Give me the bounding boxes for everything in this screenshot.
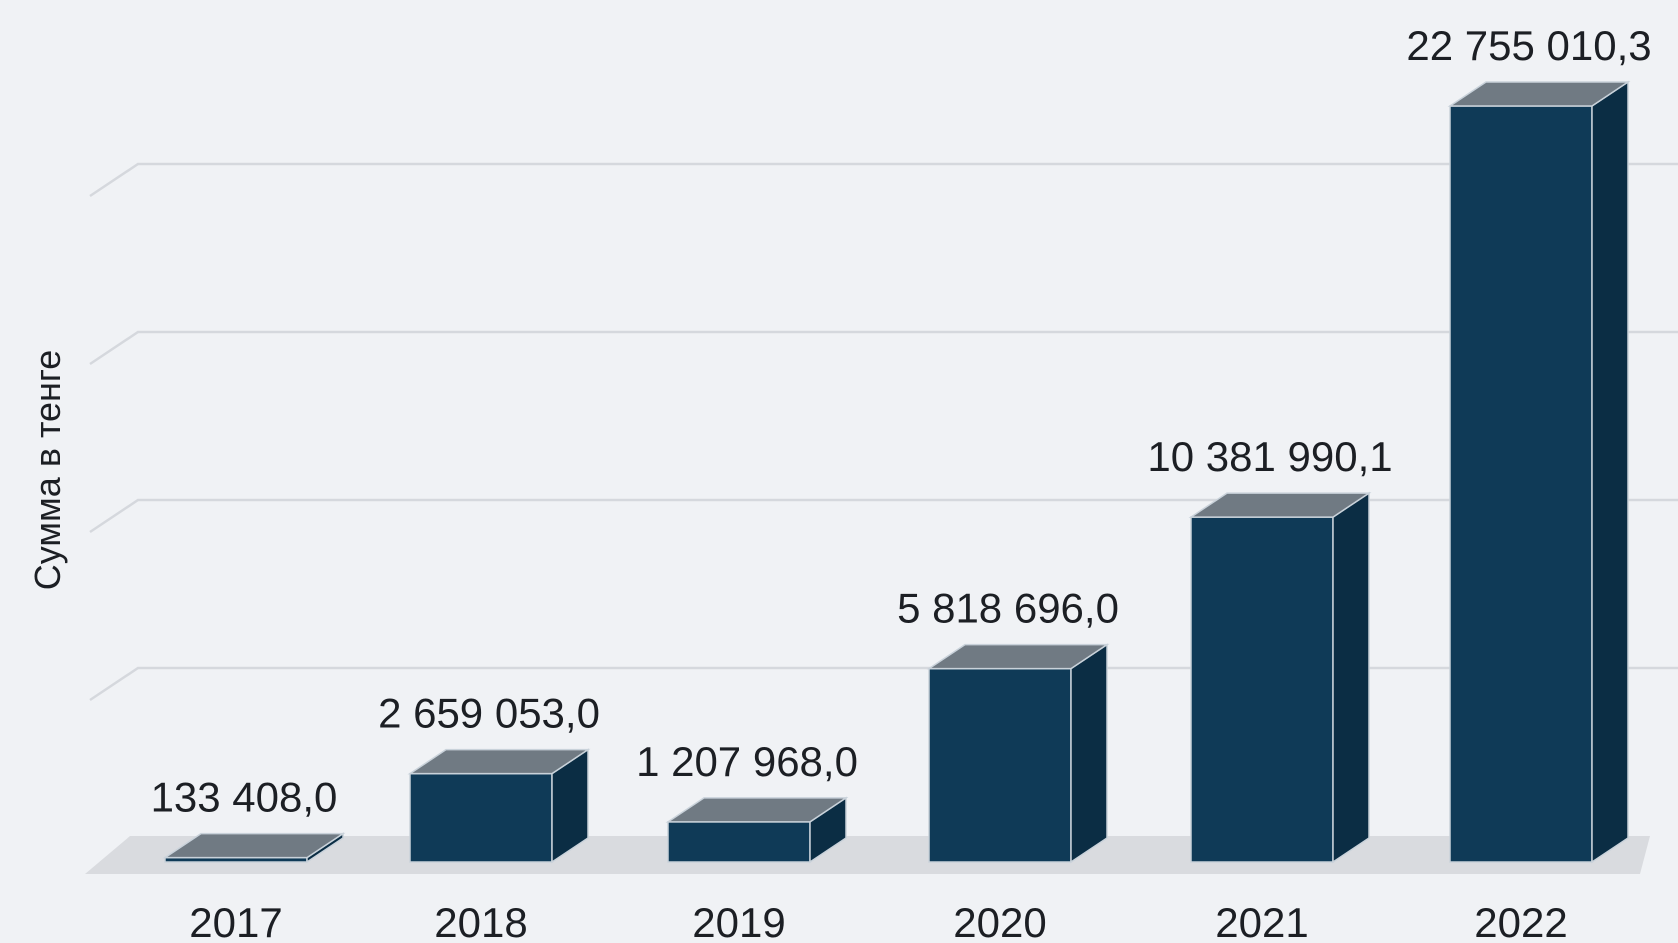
x-tick-label: 2022: [1474, 899, 1567, 943]
x-tick-label: 2019: [692, 899, 785, 943]
bar-top: [1447, 81, 1631, 107]
bar-front: [1190, 516, 1334, 863]
x-tick-label: 2020: [953, 899, 1046, 943]
gridline: [89, 330, 1678, 366]
bar-front: [409, 772, 553, 863]
bar-top: [1188, 492, 1372, 518]
gridline: [89, 666, 1678, 702]
bar-side: [1332, 491, 1370, 864]
x-tick-label: 2018: [434, 899, 527, 943]
data-label: 22 755 010,3: [1406, 22, 1651, 69]
bar-top: [407, 748, 591, 775]
bar-front: [928, 667, 1072, 863]
data-label: 133 408,0: [151, 774, 338, 821]
gridline: [89, 162, 1678, 198]
bar-side: [1070, 643, 1108, 864]
data-label: 2 659 053,0: [378, 690, 600, 737]
bar-top: [926, 643, 1110, 670]
bar-top: [665, 797, 849, 823]
bar-front: [667, 821, 811, 863]
x-tick-label: 2017: [189, 899, 282, 943]
data-label: 1 207 968,0: [636, 738, 858, 785]
bar-top: [162, 832, 346, 859]
gridline: [89, 498, 1678, 534]
data-label: 5 818 696,0: [897, 585, 1119, 632]
bar-side: [1591, 80, 1629, 864]
data-label: 10 381 990,1: [1147, 433, 1392, 480]
bar-front: [1449, 105, 1593, 863]
x-tick-label: 2021: [1215, 899, 1308, 943]
